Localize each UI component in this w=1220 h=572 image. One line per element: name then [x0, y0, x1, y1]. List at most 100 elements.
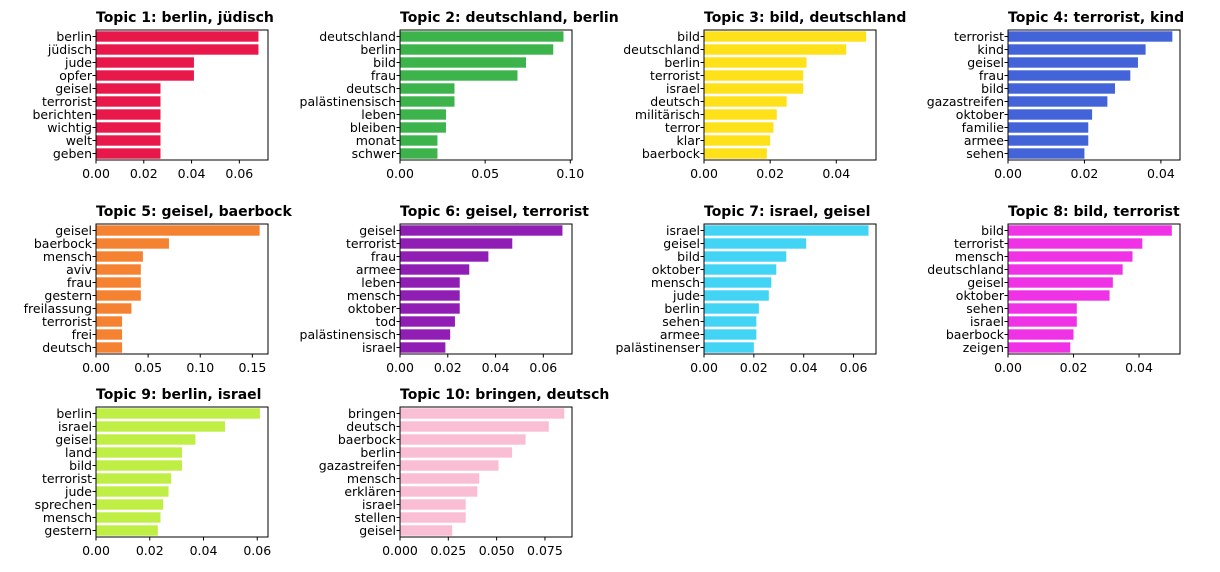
panel-title: Topic 7: israel, geisel: [704, 204, 870, 220]
category-label: frau: [67, 275, 92, 290]
x-tick-label: 0.15: [238, 360, 266, 375]
bar: [400, 83, 455, 94]
category-label: israel: [666, 81, 700, 96]
x-tick-label: 0.00: [690, 166, 718, 181]
bar: [704, 135, 771, 146]
topic-panel-6: Topic 6: geisel, terrorist geiselterroris…: [300, 204, 590, 375]
category-label: land: [65, 445, 92, 460]
category-label: sprechen: [35, 497, 92, 512]
category-label: israel: [362, 340, 396, 355]
category-label: leben: [361, 275, 396, 290]
bar: [400, 486, 478, 497]
category-label: terrorist: [42, 471, 92, 486]
category-label: deutschland: [623, 42, 700, 57]
category-label: terrorist: [42, 94, 92, 109]
category-label: zeigen: [963, 340, 1004, 355]
bar: [400, 31, 564, 42]
bar: [96, 290, 141, 301]
bar: [400, 70, 518, 81]
bar: [96, 148, 161, 159]
bar: [400, 447, 513, 458]
category-label: armee: [356, 262, 396, 277]
bar: [96, 109, 161, 120]
category-label: welt: [66, 133, 92, 148]
category-label: mensch: [347, 471, 396, 486]
category-label: terror: [665, 120, 701, 135]
bar: [1008, 251, 1133, 262]
bar: [400, 122, 446, 133]
bar: [96, 225, 260, 236]
category-label: mensch: [347, 288, 396, 303]
bar: [96, 264, 141, 275]
category-label: jüdisch: [47, 42, 92, 57]
x-tick-label: 0.02: [136, 543, 164, 558]
x-tick-label: 0.00: [690, 360, 718, 375]
bar: [96, 57, 194, 68]
axes-frame: [1007, 29, 1181, 161]
x-tick-label: 0.06: [529, 360, 557, 375]
bar: [400, 57, 527, 68]
bar: [704, 251, 787, 262]
axes-frame: [95, 223, 269, 355]
category-label: geisel: [55, 81, 92, 96]
category-label: deutsch: [346, 419, 396, 434]
x-tick-label: 0.00: [386, 166, 414, 181]
bar: [704, 148, 767, 159]
bar: [704, 109, 777, 120]
bar: [704, 277, 772, 288]
x-tick-label: 0.04: [190, 543, 218, 558]
bar: [1008, 57, 1138, 68]
category-label: palästinensisch: [300, 94, 396, 109]
category-label: berlin: [664, 301, 700, 316]
bar: [96, 238, 169, 249]
bar: [704, 44, 847, 55]
bar: [704, 70, 804, 81]
bar: [400, 329, 451, 340]
bar: [400, 290, 460, 301]
category-label: mensch: [955, 249, 1004, 264]
x-tick-label: 0.04: [822, 166, 850, 181]
category-label: geben: [53, 146, 92, 161]
category-label: oktober: [652, 262, 701, 277]
category-label: bild: [677, 249, 700, 264]
category-label: geisel: [55, 223, 92, 238]
topic-panel-8: Topic 8: bild, terrorist bildterroristmen…: [927, 204, 1181, 375]
bar: [704, 316, 757, 327]
x-tick-label: 0.00: [386, 360, 414, 375]
category-label: frau: [371, 68, 396, 83]
category-label: berlin: [664, 55, 700, 70]
bar: [96, 434, 196, 445]
bar: [96, 44, 259, 55]
panel-title: Topic 5: geisel, baerbock: [96, 204, 292, 220]
bar: [704, 342, 754, 353]
topic-panel-9: Topic 9: berlin, israel berlinisraelgeise…: [35, 387, 272, 558]
category-label: israel: [666, 223, 700, 238]
topic-panel-5: Topic 5: geisel, baerbock geiselbaerbockm…: [24, 204, 293, 375]
bar: [1008, 238, 1143, 249]
category-label: militärisch: [635, 107, 700, 122]
axes-frame: [95, 29, 269, 161]
category-label: monat: [356, 133, 396, 148]
category-label: deutsch: [42, 340, 92, 355]
bar: [400, 460, 499, 471]
x-tick-label: 0.10: [556, 166, 584, 181]
category-label: baerbock: [642, 146, 701, 161]
x-tick-label: 0.04: [178, 166, 206, 181]
category-label: mensch: [43, 249, 92, 264]
category-label: israel: [970, 314, 1004, 329]
topic-panel-4: Topic 4: terrorist, kind terroristkindgei…: [927, 10, 1184, 181]
x-tick-label: 0.04: [482, 360, 510, 375]
category-label: frau: [979, 68, 1004, 83]
category-label: sehen: [966, 301, 1004, 316]
topic-panel-7: Topic 7: israel, geisel israelgeiselbildo…: [616, 204, 877, 375]
category-label: geisel: [967, 275, 1004, 290]
bar: [704, 264, 777, 275]
category-label: berichten: [32, 107, 92, 122]
category-label: armee: [964, 133, 1004, 148]
panel-title: Topic 6: geisel, terrorist: [400, 204, 589, 220]
bar: [1008, 329, 1074, 340]
category-label: oktober: [956, 288, 1005, 303]
bar: [704, 238, 807, 249]
axes-frame: [1007, 223, 1181, 355]
x-tick-label: 0.02: [434, 360, 462, 375]
